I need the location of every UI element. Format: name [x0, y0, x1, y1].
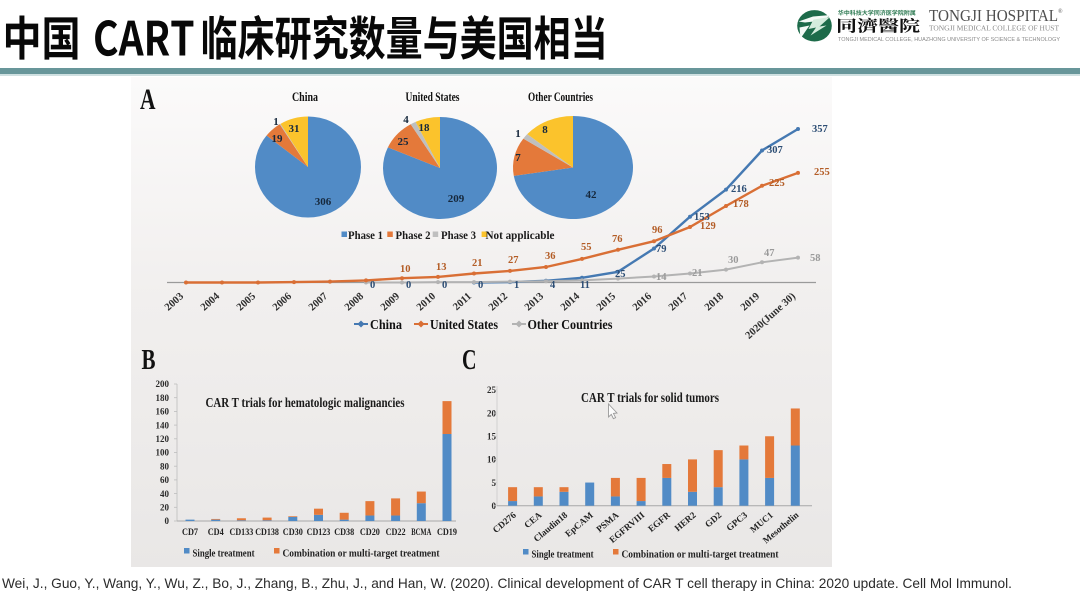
svg-text:CD7: CD7	[182, 527, 198, 537]
svg-text:China: China	[292, 90, 319, 104]
svg-text:Combination or multi-target tr: Combination or multi-target treatment	[622, 550, 779, 561]
svg-text:A: A	[140, 83, 156, 116]
svg-text:Single treatment: Single treatment	[532, 550, 594, 561]
svg-text:307: 307	[767, 145, 783, 156]
svg-text:0: 0	[165, 516, 170, 526]
svg-text:79: 79	[656, 244, 667, 255]
svg-text:80: 80	[160, 461, 170, 471]
svg-text:0: 0	[478, 280, 483, 291]
svg-text:31: 31	[289, 123, 300, 135]
svg-text:18: 18	[419, 122, 431, 134]
svg-text:15: 15	[487, 431, 497, 441]
svg-text:Not applicable: Not applicable	[486, 230, 555, 242]
svg-text:225: 225	[769, 178, 785, 189]
svg-text:140: 140	[156, 420, 170, 430]
svg-text:357: 357	[812, 124, 828, 135]
svg-text:0: 0	[370, 280, 375, 291]
svg-text:4: 4	[403, 114, 409, 126]
svg-text:C: C	[462, 345, 477, 376]
svg-text:Wei, J., Guo, Y., Wang, Y., Wu: Wei, J., Guo, Y., Wang, Y., Wu, Z., Bo, …	[2, 576, 1012, 591]
svg-text:8: 8	[542, 124, 548, 136]
svg-text:7: 7	[515, 152, 521, 164]
svg-text:129: 129	[700, 221, 716, 232]
svg-text:120: 120	[156, 434, 170, 444]
svg-text:CD138: CD138	[255, 527, 279, 537]
svg-text:Phase 2: Phase 2	[396, 230, 431, 242]
svg-text:1: 1	[514, 280, 519, 291]
svg-text:100: 100	[156, 448, 170, 458]
svg-text:10: 10	[400, 264, 411, 275]
svg-text:13: 13	[436, 262, 447, 273]
svg-text:Combination or multi-target tr: Combination or multi-target treatment	[283, 549, 440, 560]
svg-text:21: 21	[472, 258, 483, 269]
svg-text:60: 60	[160, 475, 170, 485]
svg-text:76: 76	[612, 234, 623, 245]
svg-text:China: China	[370, 317, 402, 332]
svg-text:40: 40	[160, 489, 170, 499]
svg-text:CD19: CD19	[437, 527, 457, 537]
svg-text:209: 209	[448, 193, 465, 205]
svg-text:CD22: CD22	[386, 527, 406, 537]
svg-text:47: 47	[764, 248, 775, 259]
svg-text:United States: United States	[430, 317, 498, 332]
svg-text:B: B	[142, 345, 156, 376]
svg-text:®: ®	[1058, 8, 1063, 15]
svg-text:10: 10	[487, 455, 497, 465]
svg-text:55: 55	[581, 242, 592, 253]
svg-text:4: 4	[550, 280, 556, 291]
svg-text:27: 27	[508, 255, 519, 266]
svg-text:255: 255	[814, 167, 830, 178]
svg-text:96: 96	[652, 225, 663, 236]
svg-text:19: 19	[272, 133, 284, 145]
svg-text:58: 58	[810, 253, 821, 264]
svg-text:TONGJI MEDICAL COLLEGE OF HUST: TONGJI MEDICAL COLLEGE OF HUST	[929, 24, 1059, 33]
svg-text:CD4: CD4	[208, 527, 224, 537]
svg-text:180: 180	[156, 393, 170, 403]
svg-text:178: 178	[733, 199, 749, 210]
svg-text:21: 21	[692, 268, 703, 279]
svg-text:216: 216	[731, 184, 747, 195]
svg-text:25: 25	[398, 136, 410, 148]
svg-text:CAR T trials for hematologic m: CAR T trials for hematologic malignancie…	[206, 395, 405, 410]
svg-text:30: 30	[728, 255, 739, 266]
svg-text:BCMA: BCMA	[411, 527, 431, 537]
svg-text:14: 14	[656, 272, 667, 283]
svg-text:36: 36	[545, 251, 556, 262]
svg-text:Single treatment: Single treatment	[193, 549, 255, 560]
svg-text:TONGJI MEDICAL COLLEGE, HUAZHO: TONGJI MEDICAL COLLEGE, HUAZHONG UNIVERS…	[838, 37, 1060, 43]
svg-text:0: 0	[406, 280, 411, 291]
svg-text:CD20: CD20	[360, 527, 380, 537]
svg-text:Phase 1: Phase 1	[348, 230, 383, 242]
svg-text:11: 11	[580, 280, 590, 291]
svg-text:153: 153	[694, 212, 710, 223]
svg-text:Phase 3: Phase 3	[441, 230, 476, 242]
svg-text:CD133: CD133	[230, 527, 254, 537]
svg-text:1: 1	[273, 116, 279, 128]
svg-text:306: 306	[315, 196, 332, 208]
svg-text:20: 20	[487, 408, 497, 418]
svg-text:25: 25	[615, 269, 626, 280]
svg-text:160: 160	[156, 407, 170, 417]
svg-text:42: 42	[586, 189, 598, 201]
svg-text:United States: United States	[406, 90, 460, 104]
svg-text:CD123: CD123	[307, 527, 331, 537]
svg-text:0: 0	[442, 280, 447, 291]
svg-text:Other Countries: Other Countries	[528, 90, 593, 104]
svg-text:CD30: CD30	[283, 527, 303, 537]
svg-text:TONGJI HOSPITAL: TONGJI HOSPITAL	[929, 6, 1058, 25]
svg-text:1: 1	[515, 128, 521, 140]
svg-text:20: 20	[160, 503, 170, 513]
svg-text:Other Countries: Other Countries	[528, 317, 613, 332]
svg-text:CAR T trials for solid tumors: CAR T trials for solid tumors	[581, 390, 719, 405]
svg-text:200: 200	[156, 379, 170, 389]
svg-text:CD38: CD38	[334, 527, 354, 537]
svg-text:25: 25	[487, 385, 497, 395]
